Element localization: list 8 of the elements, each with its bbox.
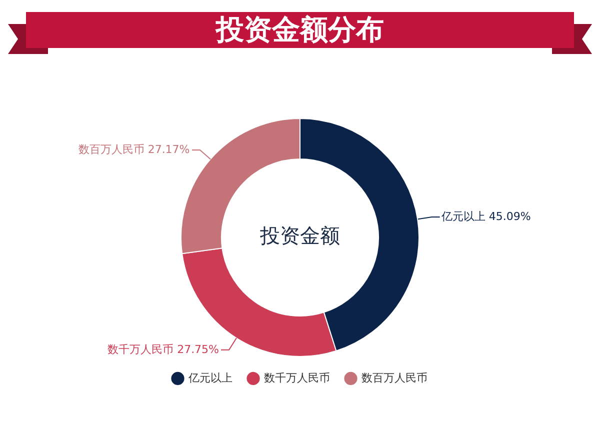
legend-label: 亿元以上 (187, 371, 232, 384)
category-label: 亿元以上 45.09% (441, 210, 531, 223)
category-label: 数千万人民币 27.75% (108, 342, 220, 356)
category-label: 数百万人民币 27.17% (78, 142, 190, 156)
chart-title: 投资金额分布 (26, 12, 574, 48)
legend-label: 数百万人民币 (361, 371, 428, 384)
text: 投资金额 (259, 224, 340, 248)
legend-label: 数千万人民币 (264, 371, 330, 384)
